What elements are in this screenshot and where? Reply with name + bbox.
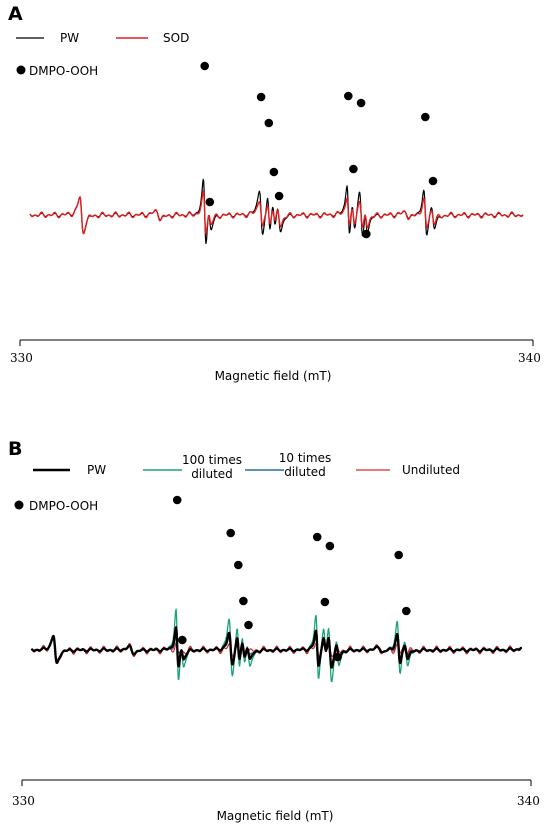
dmpo-ooh-marker-a-5 bbox=[269, 167, 279, 177]
dmpo-ooh-marker-a-2 bbox=[205, 197, 215, 207]
dmpo-ooh-marker-b-7 bbox=[312, 532, 322, 542]
dmpo-ooh-marker-b-2 bbox=[178, 635, 187, 645]
dmpo-ooh-marker-b-4 bbox=[234, 560, 243, 570]
legend-b-10x-label-1: 10 times bbox=[279, 451, 331, 465]
legend-a-pw-label: PW bbox=[60, 31, 79, 45]
dmpo-ooh-marker-b-12 bbox=[402, 606, 411, 616]
series-b-100-times-diluted bbox=[31, 608, 522, 683]
x-axis-title-b: Magnetic field (mT) bbox=[217, 809, 334, 823]
dmpo-ooh-marker-a-3 bbox=[256, 92, 266, 102]
dmpo-ooh-marker-b-8 bbox=[320, 597, 330, 607]
legend-b-marker-label: DMPO-OOH bbox=[29, 499, 98, 513]
legend-a-marker-dot bbox=[16, 65, 26, 75]
dmpo-ooh-marker-b-6 bbox=[244, 620, 253, 630]
legend-b-10x-label-2: diluted bbox=[284, 465, 326, 479]
legend-b-100x-label-2: diluted bbox=[191, 467, 233, 481]
dmpo-ooh-marker-a-11 bbox=[421, 112, 430, 122]
dmpo-ooh-marker-b-10 bbox=[333, 652, 342, 662]
legend-b-undiluted-label: Undiluted bbox=[402, 463, 460, 477]
x-tick-label-b-340: 340 bbox=[517, 794, 540, 808]
dmpo-ooh-marker-a-9 bbox=[356, 98, 366, 108]
legend-b-marker-dot bbox=[14, 500, 24, 510]
dmpo-ooh-marker-b-5 bbox=[239, 596, 248, 606]
dmpo-ooh-marker-a-1 bbox=[200, 61, 209, 71]
x-tick-label-a-340: 340 bbox=[518, 351, 541, 365]
legend-a-sod-label: SOD bbox=[163, 31, 189, 45]
dmpo-ooh-marker-a-8 bbox=[349, 164, 358, 174]
series-a-sod bbox=[29, 190, 524, 235]
plot-b-area bbox=[31, 495, 522, 683]
dmpo-ooh-marker-a-12 bbox=[428, 176, 438, 186]
dmpo-ooh-marker-b-3 bbox=[226, 528, 235, 538]
x-tick-label-b-330: 330 bbox=[12, 794, 35, 808]
x-tick-label-a-330: 330 bbox=[10, 351, 33, 365]
series-b-pw bbox=[31, 626, 522, 669]
legend-b-100x-label-1: 100 times bbox=[182, 453, 242, 467]
x-axis-title-a: Magnetic field (mT) bbox=[215, 369, 332, 383]
legend-b-pw-label: PW bbox=[87, 463, 106, 477]
dmpo-ooh-marker-a-10 bbox=[362, 229, 371, 239]
dmpo-ooh-marker-b-1 bbox=[172, 495, 182, 505]
dmpo-ooh-marker-a-6 bbox=[274, 191, 284, 201]
panel-letter-b: B bbox=[8, 438, 22, 460]
panel-letter-a: A bbox=[8, 3, 23, 25]
dmpo-ooh-marker-b-9 bbox=[325, 541, 335, 551]
legend-a-marker-label: DMPO-OOH bbox=[29, 64, 98, 78]
dmpo-ooh-marker-a-4 bbox=[264, 118, 274, 128]
dmpo-ooh-marker-b-11 bbox=[394, 550, 404, 560]
dmpo-ooh-marker-a-7 bbox=[344, 91, 353, 101]
plot-a-area bbox=[29, 61, 524, 245]
